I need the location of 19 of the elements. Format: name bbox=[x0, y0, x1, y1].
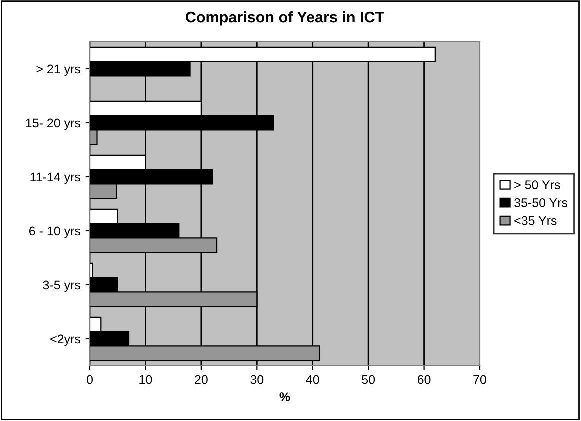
y-tick-label: 15- 20 yrs bbox=[26, 118, 81, 130]
x-tick-label: 20 bbox=[195, 375, 208, 384]
x-tick-label: 50 bbox=[362, 375, 376, 384]
y-tick-label: 11-14 yrs bbox=[30, 172, 81, 184]
x-tick-label: 60 bbox=[418, 375, 431, 384]
y-tick-label: > 21 yrs bbox=[36, 64, 81, 76]
y-tick-label: 3-5 yrs bbox=[43, 280, 81, 292]
legend-label: 35-50 Yrs bbox=[514, 198, 568, 208]
x-tick-label: 70 bbox=[474, 375, 486, 384]
legend-label: <35 Yrs bbox=[514, 216, 557, 226]
x-tick-label: 40 bbox=[306, 375, 320, 384]
chart-title: Comparison of Years in ICT bbox=[186, 11, 384, 26]
legend-label: > 50 Yrs bbox=[514, 180, 560, 190]
y-tick-label: 6 - 10 yrs bbox=[30, 226, 81, 238]
x-tick-label: 30 bbox=[250, 375, 264, 384]
x-axis-title: % bbox=[280, 392, 290, 402]
y-tick-label: <2yrs bbox=[50, 334, 81, 346]
x-tick-label: 0 bbox=[87, 375, 93, 384]
x-tick-label: 10 bbox=[140, 375, 152, 384]
